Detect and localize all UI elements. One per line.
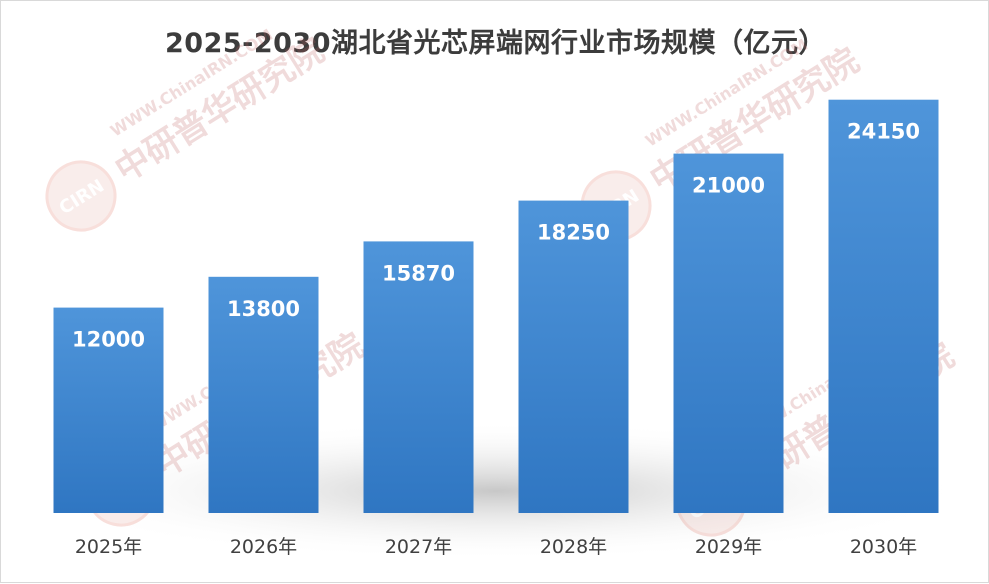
x-tick-label: 2025年 — [75, 536, 142, 558]
data-label: 13800 — [227, 297, 300, 321]
data-label: 12000 — [72, 328, 145, 352]
x-tick-label: 2026年 — [230, 536, 297, 558]
data-labels: 12000 13800 15870 18250 21000 24150 — [72, 120, 920, 352]
data-label: 18250 — [537, 221, 610, 245]
x-tick-label: 2027年 — [385, 536, 452, 558]
x-tick-label: 2029年 — [695, 536, 762, 558]
bars — [53, 99, 939, 513]
bar — [53, 307, 164, 513]
x-axis-ticks: 2025年 2026年 2027年 2028年 2029年 2030年 — [75, 536, 917, 558]
data-label: 15870 — [382, 261, 455, 285]
x-tick-label: 2028年 — [540, 536, 607, 558]
bar — [518, 200, 629, 513]
watermark-logo-icon — [45, 160, 117, 232]
bar — [828, 99, 939, 513]
x-tick-label: 2030年 — [850, 536, 917, 558]
data-label: 24150 — [847, 120, 920, 144]
bar — [363, 241, 474, 513]
chart-title: 2025-2030湖北省光芯屏端网行业市场规模（亿元） — [165, 28, 826, 59]
bar — [208, 276, 319, 513]
data-label: 21000 — [692, 174, 765, 198]
bar — [673, 153, 784, 513]
